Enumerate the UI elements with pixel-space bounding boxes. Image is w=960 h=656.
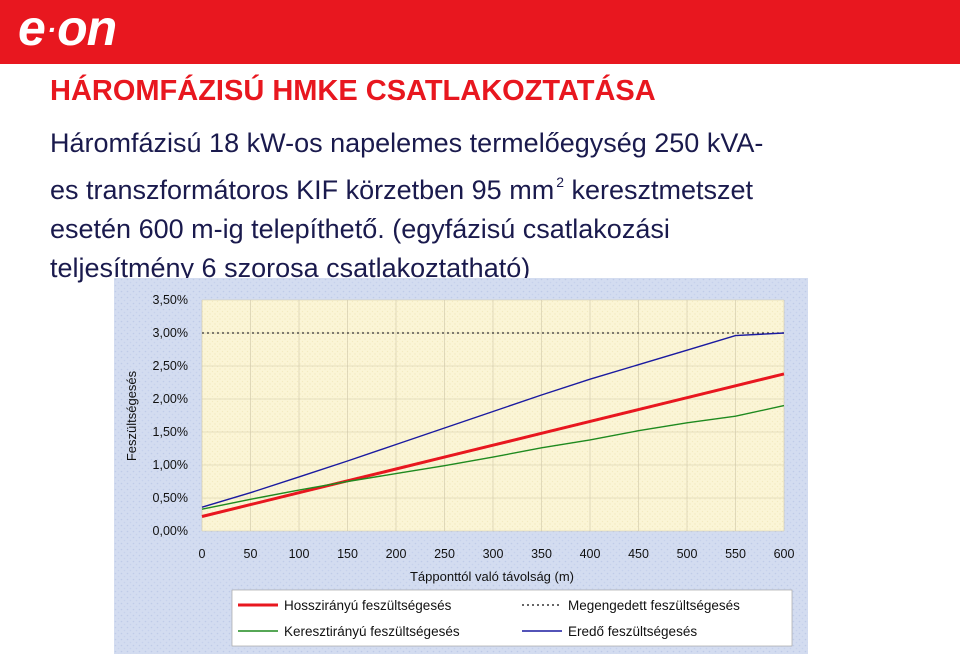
x-tick-label: 350 bbox=[531, 547, 552, 561]
legend-label: Megengedett feszültségesés bbox=[568, 598, 740, 613]
body-line-3: esetén 600 m-ig telepíthető. (egyfázisú … bbox=[50, 214, 670, 244]
x-tick-label: 200 bbox=[386, 547, 407, 561]
body-line-1: Háromfázisú 18 kW-os napelemes termelőeg… bbox=[50, 128, 764, 158]
legend-label: Keresztirányú feszültségesés bbox=[284, 624, 460, 639]
x-tick-label: 250 bbox=[434, 547, 455, 561]
y-tick-label: 3,50% bbox=[153, 293, 188, 307]
y-tick-label: 3,00% bbox=[153, 326, 188, 340]
x-axis-label: Tápponttól való távolság (m) bbox=[410, 569, 574, 584]
slide-title: HÁROMFÁZISÚ HMKE CSATLAKOZTATÁSA bbox=[50, 75, 656, 107]
x-tick-label: 100 bbox=[289, 547, 310, 561]
y-tick-label: 0,00% bbox=[153, 524, 188, 538]
body-line-2: es transzformátoros KIF körzetben 95 mm 2… bbox=[50, 174, 754, 205]
x-tick-label: 150 bbox=[337, 547, 358, 561]
y-tick-label: 1,50% bbox=[153, 425, 188, 439]
slide-body-text: Háromfázisú 18 kW-os napelemes termelőeg… bbox=[50, 124, 930, 288]
legend-label: Eredő feszültségesés bbox=[568, 624, 697, 639]
y-axis-label: Feszültségesés bbox=[124, 370, 139, 461]
voltage-drop-chart: 0 50 100 150 200 250 300 350 400 450 500 550 600 0,00… bbox=[114, 278, 808, 654]
x-tick-label: 50 bbox=[244, 547, 258, 561]
header-bar: e·on bbox=[0, 0, 960, 64]
series-line-4 bbox=[201, 332, 785, 508]
x-tick-label: 500 bbox=[677, 547, 698, 561]
x-tick-label: 300 bbox=[483, 547, 504, 561]
x-tick-label: 600 bbox=[774, 547, 795, 561]
y-tick-label: 0,50% bbox=[153, 491, 188, 505]
x-tick-label: 550 bbox=[725, 547, 746, 561]
legend-box bbox=[231, 589, 793, 647]
y-tick-label: 2,00% bbox=[153, 392, 188, 406]
series-line-1 bbox=[201, 372, 785, 518]
y-tick-label: 2,50% bbox=[153, 359, 188, 373]
legend-label: Hosszirányú feszültségesés bbox=[284, 598, 452, 613]
eon-logo: e·on bbox=[18, 0, 117, 56]
x-tick-label: 400 bbox=[580, 547, 601, 561]
y-tick-label: 1,00% bbox=[153, 458, 188, 472]
x-tick-label: 0 bbox=[199, 547, 206, 561]
x-tick-label: 450 bbox=[628, 547, 649, 561]
series-line-2 bbox=[201, 404, 785, 510]
